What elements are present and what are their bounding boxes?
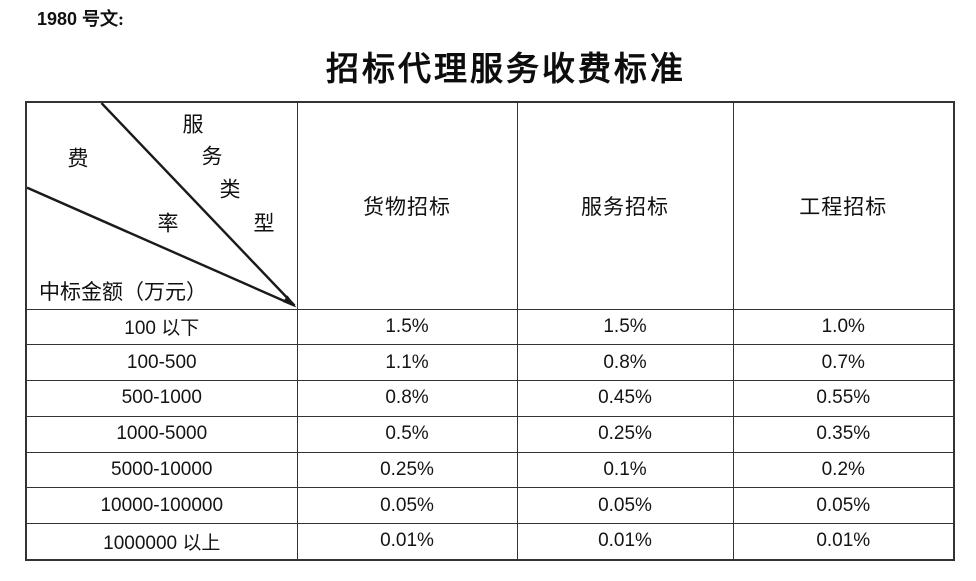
rate-cell: 1.1%: [296, 344, 518, 382]
column-header-goods: 货物招标: [296, 101, 518, 310]
rate-cell: 0.8%: [516, 344, 734, 382]
rate-cell: 0.7%: [732, 344, 955, 382]
rate-cell: 0.1%: [516, 451, 734, 489]
corner-char-service-2: 务: [201, 144, 223, 169]
corner-header-cell: 服 务 类 型 费 率 中标金额（万元）: [25, 101, 298, 310]
rate-cell: 1.0%: [732, 308, 955, 346]
row-label: 1000-5000: [25, 415, 298, 453]
row-axis-title: 中标金额（万元）: [39, 279, 207, 304]
table-row: 1000000 以上 0.01% 0.01% 0.01%: [25, 523, 955, 561]
row-label: 5000-10000: [25, 451, 298, 489]
rate-cell: 0.8%: [296, 380, 518, 417]
doc-reference-suffix: 号文:: [82, 9, 125, 29]
rate-cell: 1.5%: [296, 308, 518, 346]
rate-cell: 1.5%: [516, 308, 734, 346]
corner-char-rate-1: 费: [67, 146, 89, 171]
rate-cell: 0.01%: [516, 523, 734, 561]
rate-cell: 0.55%: [732, 380, 955, 417]
row-label: 100-500: [25, 344, 298, 382]
corner-char-service-1: 服: [182, 112, 204, 137]
row-label: 10000-100000: [25, 487, 298, 525]
diagonal-divider-lines: [27, 103, 296, 308]
rate-cell: 0.2%: [732, 451, 955, 489]
doc-reference-number: 1980: [37, 9, 78, 29]
table-row: 10000-100000 0.05% 0.05% 0.05%: [25, 487, 955, 525]
table-row: 500-1000 0.8% 0.45% 0.55%: [25, 380, 955, 417]
column-header-engineering: 工程招标: [732, 101, 955, 310]
rate-cell: 0.05%: [516, 487, 734, 525]
arrowhead: [282, 295, 296, 308]
header-row: 服 务 类 型 费 率 中标金额（万元） 货物招标 服务招标 工程招标: [25, 101, 955, 310]
table-row: 100 以下 1.5% 1.5% 1.0%: [25, 308, 955, 346]
corner-char-service-3: 类: [219, 177, 241, 202]
rate-cell: 0.01%: [296, 523, 518, 561]
column-header-services: 服务招标: [516, 101, 734, 310]
rate-cell: 0.05%: [732, 487, 955, 525]
rate-cell: 0.5%: [296, 415, 518, 453]
corner-char-service-4: 型: [253, 211, 275, 236]
rate-cell: 0.01%: [732, 523, 955, 561]
row-label: 100 以下: [25, 308, 298, 346]
table-row: 5000-10000 0.25% 0.1% 0.2%: [25, 451, 955, 489]
page-title: 招标代理服务收费标准: [326, 52, 686, 88]
row-label: 500-1000: [25, 380, 298, 417]
rate-cell: 0.45%: [516, 380, 734, 417]
row-label: 1000000 以上: [25, 523, 298, 561]
corner-char-rate-2: 率: [157, 211, 179, 236]
table-row: 100-500 1.1% 0.8% 0.7%: [25, 344, 955, 382]
rate-cell: 0.35%: [732, 415, 955, 453]
rate-cell: 0.25%: [296, 451, 518, 489]
doc-reference: 1980 号文:: [37, 5, 124, 31]
rate-cell: 0.25%: [516, 415, 734, 453]
fee-standard-table: 服 务 类 型 费 率 中标金额（万元） 货物招标 服务招标 工程招标 100 …: [25, 101, 955, 561]
rate-cell: 0.05%: [296, 487, 518, 525]
table-row: 1000-5000 0.5% 0.25% 0.35%: [25, 415, 955, 453]
